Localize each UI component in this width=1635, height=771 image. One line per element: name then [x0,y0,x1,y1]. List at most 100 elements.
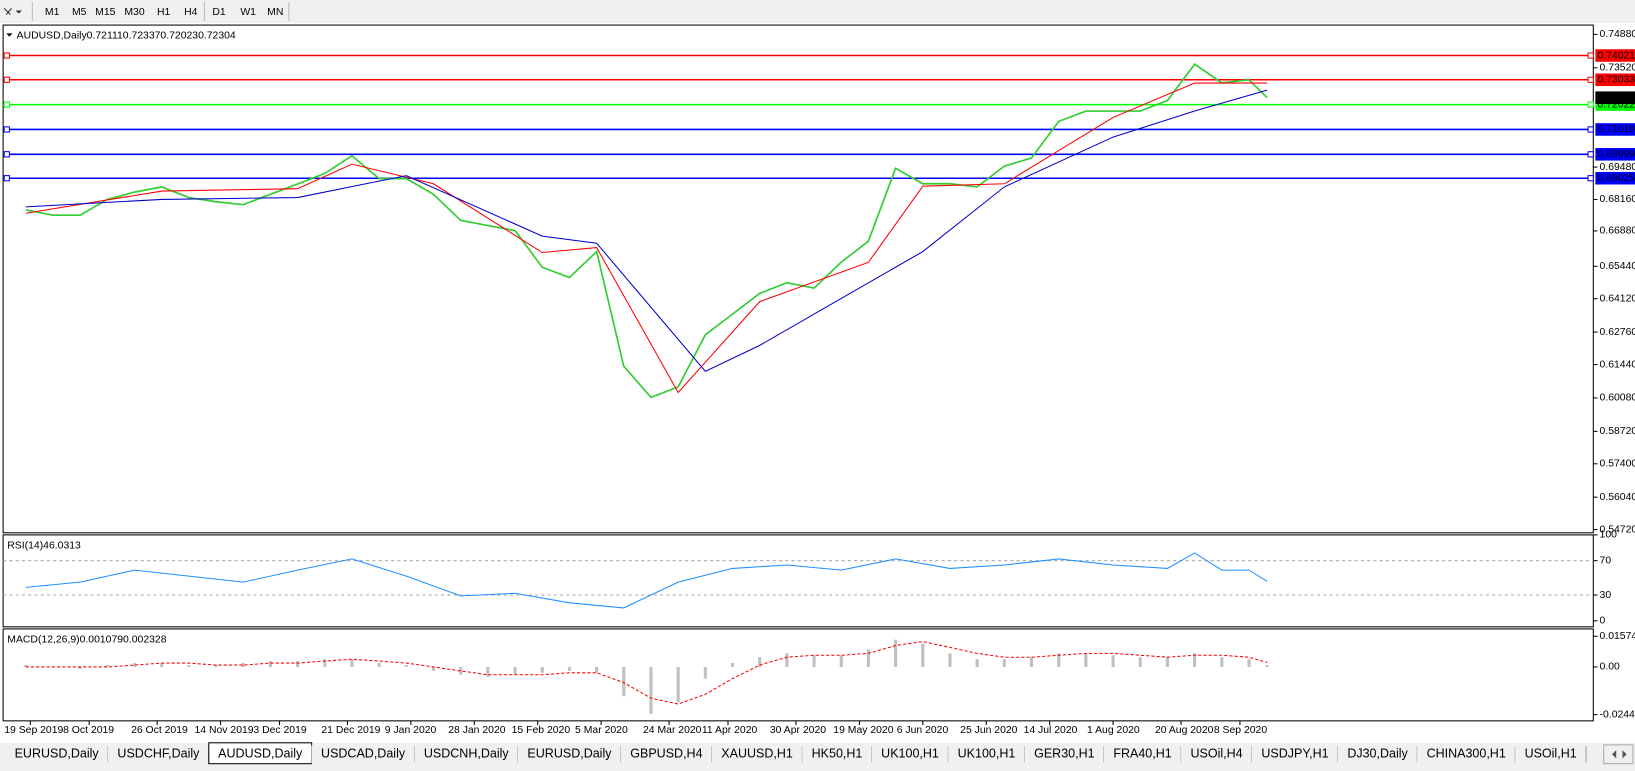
x-tick-label: 6 Jun 2020 [897,725,949,736]
tab-label[interactable]: USDJPY,H1 [1261,747,1328,761]
level-handle[interactable] [1587,52,1594,59]
symbol-tab[interactable]: DJ30,Daily [1337,744,1418,764]
tab-face[interactable] [711,744,803,764]
level-handle[interactable] [1587,101,1594,108]
symbol-tab[interactable]: CHINA300,H1 [1417,744,1516,764]
tab-face[interactable] [1515,744,1587,764]
timeframe-button[interactable]: M1 [39,2,65,21]
tab-label[interactable]: USDCHF,Daily [117,747,200,761]
timeframe-button[interactable]: M15 [92,2,118,21]
symbol-tab[interactable]: XAUUSD,H1 [711,744,803,764]
tab-face[interactable] [871,744,949,764]
button-face[interactable] [178,2,204,21]
symbol-tab[interactable]: GBPUSD,H4 [620,744,713,764]
level-handle[interactable] [3,76,10,83]
button-face[interactable] [151,2,177,21]
tab-face[interactable] [802,744,872,764]
symbol-tab[interactable]: USDCAD,Daily [311,744,416,764]
tab-label[interactable]: UK100,H1 [881,747,939,761]
tab-face[interactable] [108,744,209,764]
button-face[interactable] [66,2,92,21]
button-label[interactable]: D1 [212,7,226,18]
symbol-tab[interactable]: USDCNH,Daily [414,744,519,764]
tab-label[interactable]: DJ30,Daily [1347,747,1408,761]
level-handle[interactable] [3,151,10,158]
dropdown-arrow[interactable] [15,10,22,14]
tab-face[interactable] [948,744,1025,764]
tab-label[interactable]: USOil,H1 [1525,747,1577,761]
tab-face[interactable] [414,744,519,764]
timeframe-button[interactable]: W1 [235,2,261,21]
level-handle[interactable] [1587,76,1594,83]
tab-label[interactable]: CHINA300,H1 [1427,747,1506,761]
button-label[interactable]: M1 [45,7,60,18]
button-face[interactable] [262,2,288,21]
symbol-tab[interactable]: GER30,H1 [1024,744,1105,764]
tab-face[interactable] [5,744,109,764]
scroll-arrows[interactable] [1612,750,1627,759]
symbol-tab[interactable]: USDJPY,H1 [1251,744,1339,764]
y-tick-label: 0.54720 [1600,524,1635,535]
button-label[interactable]: M15 [95,7,115,18]
symbol-tab[interactable]: EURUSD,Daily [5,744,109,764]
button-label[interactable]: H4 [184,7,198,18]
tab-face[interactable] [1251,744,1338,764]
timeframe-button[interactable]: H1 [151,2,177,21]
tab-label[interactable]: USDCAD,Daily [321,747,406,761]
tab-face[interactable] [311,744,415,764]
tab-label[interactable]: UK100,H1 [958,747,1016,761]
tab-label[interactable]: USOil,H4 [1190,747,1242,761]
tab-label[interactable]: EURUSD,Daily [527,747,612,761]
symbol-tab[interactable]: UK100,H1 [871,744,949,764]
histogram-bar [24,665,28,667]
timeframe-button[interactable]: H4 [178,2,204,21]
level-handle[interactable] [1587,126,1594,133]
tab-label[interactable]: EURUSD,Daily [15,747,100,761]
symbol-tab[interactable]: AUDUSD,Daily [208,742,313,765]
symbol-tab[interactable]: FRA40,H1 [1103,744,1182,764]
level-handle[interactable] [1587,151,1594,158]
tab-face[interactable] [1337,744,1418,764]
tab-scroll[interactable] [1603,744,1634,765]
tab-face[interactable] [1024,744,1104,764]
timeframe-button[interactable]: D1 [206,2,232,21]
timeframe-button[interactable]: MN [262,2,288,21]
tab-label[interactable]: GBPUSD,H4 [630,747,702,761]
button-face[interactable] [92,2,118,21]
button-label[interactable]: MN [267,7,283,18]
symbol-tab[interactable]: USOil,H4 [1181,744,1253,764]
tab-label[interactable]: AUDUSD,Daily [218,747,303,761]
symbol-tab[interactable]: USOil,H1 [1515,744,1587,764]
tab-label[interactable]: HK50,H1 [812,747,863,761]
symbol-tab[interactable]: USDCHF,Daily [108,744,210,764]
symbol-tab[interactable]: HK50,H1 [802,744,873,764]
tab-face[interactable] [1181,744,1252,764]
level-handle[interactable] [3,101,10,108]
timeframe-button[interactable]: M30 [121,2,148,21]
button-face[interactable] [206,2,232,21]
button-label[interactable]: W1 [240,7,256,18]
tab-face[interactable] [1417,744,1516,764]
button-face[interactable] [39,2,65,21]
tab-face[interactable] [518,744,621,764]
button-label[interactable]: M5 [72,7,87,18]
tab-label[interactable]: USDCNH,Daily [424,747,509,761]
timeframe-button[interactable]: M5 [66,2,92,21]
crosshair-icon[interactable] [3,7,12,15]
tab-label[interactable]: XAUUSD,H1 [721,747,793,761]
tab-label[interactable]: GER30,H1 [1034,747,1095,761]
tab-face[interactable] [1103,744,1182,764]
level-handle[interactable] [1587,175,1594,182]
button-label[interactable]: M30 [124,7,144,18]
level-handle[interactable] [3,126,10,133]
button-label[interactable]: H1 [157,7,171,18]
collapse-arrow[interactable] [6,33,13,37]
symbol-tab[interactable]: EURUSD,Daily [518,744,622,764]
level-handle[interactable] [3,175,10,182]
symbol-tab[interactable]: UK100,H1 [948,744,1026,764]
tab-face[interactable] [620,744,712,764]
level-handle[interactable] [3,52,10,59]
button-face[interactable] [235,2,261,21]
button-face[interactable] [121,2,148,21]
tab-label[interactable]: FRA40,H1 [1113,747,1171,761]
